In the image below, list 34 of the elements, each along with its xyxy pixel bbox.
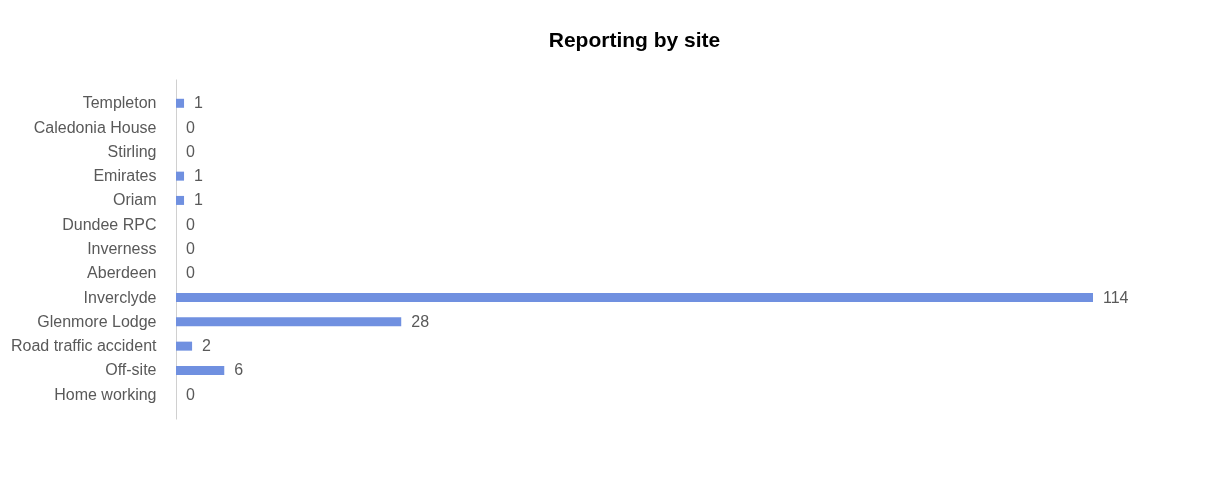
data-label: 2	[202, 337, 212, 355]
data-label: 0	[186, 142, 195, 160]
y-tick-label: Home working	[54, 385, 157, 403]
y-tick-label: Aberdeen	[87, 264, 157, 282]
bar	[176, 293, 1093, 303]
y-tick-label: Inverclyde	[83, 288, 157, 306]
chart-title: Reporting by site	[548, 28, 721, 51]
y-tick-label: Glenmore Lodge	[37, 312, 157, 330]
data-label: 28	[411, 312, 430, 330]
data-label: 0	[186, 215, 195, 233]
y-tick-label: Oriam	[112, 191, 157, 209]
y-tick-label: Stirling	[107, 142, 157, 160]
y-tick-label: Emirates	[93, 167, 157, 185]
y-tick-label: Templeton	[82, 94, 157, 112]
bar	[176, 317, 402, 327]
data-label: 0	[186, 264, 195, 282]
y-tick-label: Road traffic accident	[10, 337, 158, 355]
data-label: 1	[194, 167, 204, 185]
y-tick-label: Dundee RPC	[62, 215, 157, 233]
bar	[176, 171, 185, 181]
data-label: 1	[194, 94, 204, 112]
bar	[176, 98, 185, 108]
y-tick-label: Caledonia House	[33, 118, 157, 136]
bar	[176, 195, 185, 205]
data-label: 6	[234, 361, 244, 379]
data-label: 0	[186, 118, 195, 136]
bar	[176, 341, 193, 351]
y-tick-label: Inverness	[87, 240, 157, 257]
y-tick-label: Off-site	[105, 361, 157, 379]
bar	[176, 365, 225, 375]
data-label: 0	[186, 385, 195, 403]
data-label: 0	[186, 240, 195, 257]
data-label: 1	[194, 191, 204, 209]
data-label: 114	[1103, 288, 1129, 306]
